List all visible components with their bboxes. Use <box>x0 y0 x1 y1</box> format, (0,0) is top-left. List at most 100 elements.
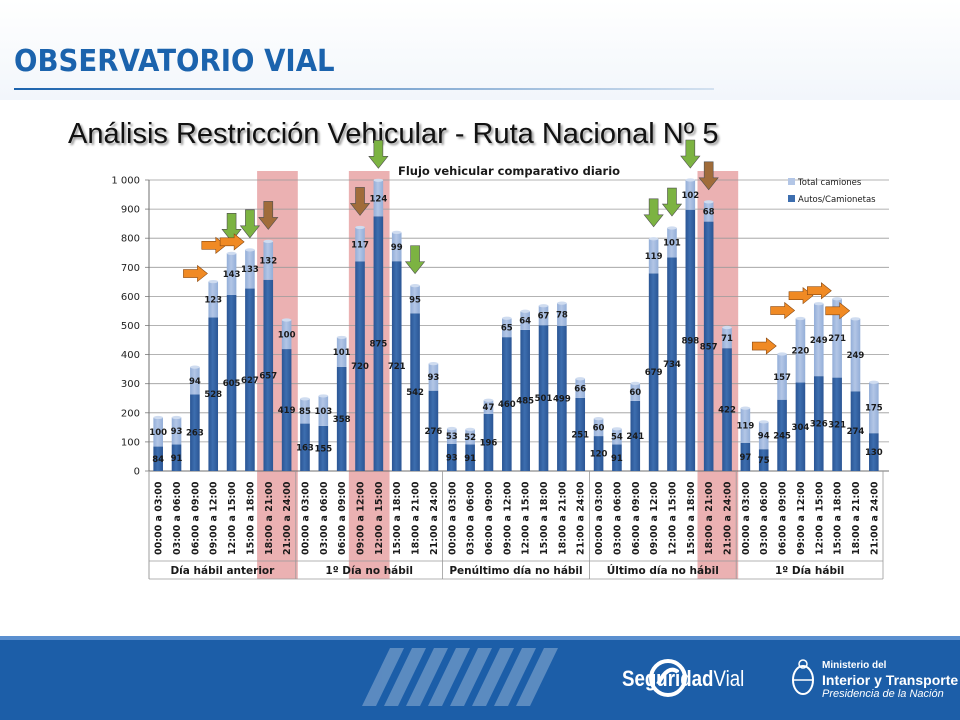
y-tick-label: 200 <box>121 408 140 419</box>
data-label-camiones: 271 <box>828 334 846 344</box>
x-tick-label: 18:00 a 21:00 <box>851 481 862 555</box>
bar-autos <box>226 294 237 471</box>
x-tick-label: 03:00 a 06:00 <box>319 481 330 555</box>
bar-camiones <box>777 354 787 400</box>
arrow-right-orange-icon <box>201 236 227 254</box>
bar-camiones <box>190 367 200 395</box>
data-label-autos: 898 <box>681 336 699 346</box>
data-label-camiones: 249 <box>847 351 865 361</box>
data-label-camiones: 143 <box>223 270 241 280</box>
data-label-camiones: 119 <box>645 252 663 262</box>
bar-autos <box>520 329 530 471</box>
bar-autos <box>336 366 347 471</box>
bar-top <box>465 427 475 431</box>
arrow-right-orange-icon <box>770 301 796 320</box>
bar-top <box>648 237 659 241</box>
data-label-autos: 605 <box>223 379 241 389</box>
data-label-autos: 857 <box>700 342 718 352</box>
bar-top <box>263 239 274 244</box>
x-tick-label: 00:00 a 03:00 <box>741 481 752 555</box>
bar-top <box>446 426 457 431</box>
bar-top <box>245 248 255 252</box>
data-label-autos: 422 <box>718 406 736 416</box>
bar-top <box>410 284 420 288</box>
x-tick-label: 21:00 a 24:00 <box>282 481 293 555</box>
data-label-autos: 542 <box>406 388 424 398</box>
bar-camiones <box>502 318 512 338</box>
x-tick-label: 09:00 a 12:00 <box>356 481 367 555</box>
footer-stripes <box>0 636 960 706</box>
bar-camiones <box>153 417 163 447</box>
bar-autos <box>153 446 163 471</box>
bar-camiones <box>281 319 292 350</box>
data-label-autos: 130 <box>865 448 883 458</box>
data-label-autos: 196 <box>480 438 498 448</box>
y-tick-label: 800 <box>121 234 140 245</box>
bar-top <box>813 302 824 306</box>
y-tick-label: 500 <box>121 321 140 332</box>
arrow-right-orange-icon <box>807 282 832 300</box>
data-label-autos: 501 <box>535 394 553 404</box>
bar-top <box>850 317 861 321</box>
bar-autos <box>703 221 714 471</box>
x-tick-label: 15:00 a 18:00 <box>686 481 697 555</box>
data-label-camiones: 103 <box>314 407 332 417</box>
bar-camiones <box>667 228 677 258</box>
bar-autos <box>245 288 255 471</box>
data-label-camiones: 124 <box>370 194 388 204</box>
data-label-autos: 720 <box>351 362 369 372</box>
x-tick-label: 12:00 a 15:00 <box>814 481 825 555</box>
bar-autos <box>391 261 402 471</box>
bar-camiones <box>428 363 439 391</box>
data-label-camiones: 100 <box>278 331 296 341</box>
legend-label-autos: Autos/Camionetas <box>798 195 876 205</box>
bar-autos <box>869 433 879 471</box>
data-label-autos: 276 <box>425 427 443 437</box>
arrow-down-green-icon <box>368 139 389 169</box>
data-label-autos: 358 <box>333 415 351 425</box>
data-label-camiones: 132 <box>259 257 277 267</box>
data-label-camiones: 117 <box>351 240 369 250</box>
brand-logo-text: OBSERVATORIO VIAL <box>14 44 335 79</box>
bar-autos <box>190 394 200 471</box>
bar-top <box>869 380 879 384</box>
bar-autos <box>832 377 842 471</box>
seguridad-vial-logo-icon <box>649 659 687 697</box>
data-label-autos: 245 <box>773 431 791 441</box>
bar-top <box>795 316 806 321</box>
data-label-autos: 499 <box>553 394 571 404</box>
bar-top <box>281 318 292 322</box>
data-label-autos: 91 <box>464 454 476 464</box>
arrow-right-orange-icon <box>183 264 208 283</box>
bar-top <box>667 226 677 230</box>
bar-top <box>171 415 182 420</box>
bar-top <box>428 362 439 366</box>
x-tick-label: 03:00 a 06:00 <box>612 481 623 555</box>
bar-autos <box>593 436 604 471</box>
bar-top <box>153 415 163 420</box>
bar-camiones <box>483 400 494 414</box>
data-label-camiones: 157 <box>773 373 791 383</box>
arrow-right-orange-icon <box>825 302 851 320</box>
bar-top <box>483 398 494 402</box>
data-label-autos: 91 <box>171 454 183 464</box>
bar-camiones <box>593 418 604 437</box>
bar-top <box>740 406 751 410</box>
data-label-autos: 93 <box>446 453 458 463</box>
data-label-autos: 75 <box>758 456 770 466</box>
bar-top <box>703 200 714 204</box>
data-label-camiones: 68 <box>703 208 715 218</box>
bar-camiones <box>208 281 219 318</box>
y-tick-label: 900 <box>121 205 140 216</box>
bar-camiones <box>758 421 769 450</box>
data-label-autos: 326 <box>810 420 828 430</box>
bar-autos <box>538 325 549 471</box>
bar-top <box>502 316 512 320</box>
data-label-autos: 627 <box>241 376 259 386</box>
bar-top <box>190 365 200 369</box>
group-label: Penúltimo día no hábil <box>449 565 582 577</box>
arrow-down-brown-icon <box>258 201 279 230</box>
bar-autos <box>410 313 420 471</box>
x-tick-label: 15:00 a 18:00 <box>245 481 256 555</box>
x-tick-label: 21:00 a 24:00 <box>576 481 587 555</box>
